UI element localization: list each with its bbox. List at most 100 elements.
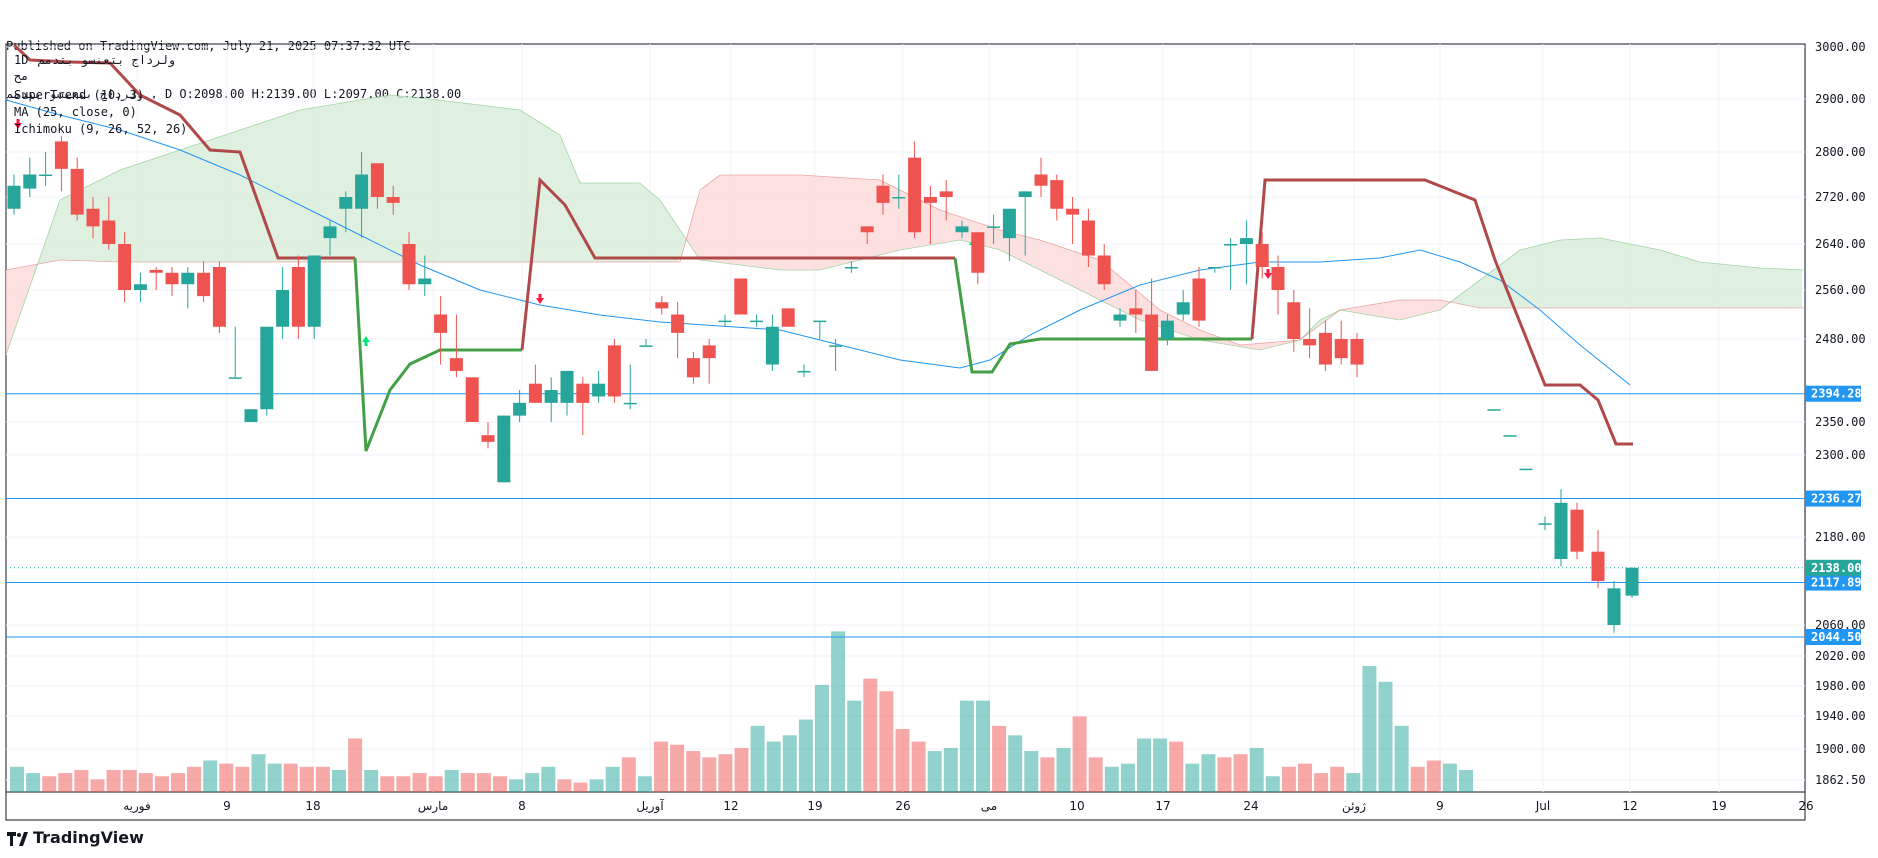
candle — [1066, 197, 1080, 244]
candle — [1002, 208, 1016, 262]
volume-bar — [605, 766, 620, 792]
volume-bar — [1410, 766, 1425, 792]
volume-bar — [380, 776, 395, 792]
time-tick-label: 19 — [1711, 799, 1726, 813]
volume-bar — [444, 769, 459, 792]
volume-bar — [1120, 763, 1135, 792]
candle-body — [876, 185, 890, 203]
tradingview-logo[interactable]: TradingView — [7, 828, 144, 847]
time-tick-label: 9 — [1436, 799, 1444, 813]
volume-bar — [1233, 754, 1248, 792]
candle — [671, 302, 685, 359]
candle — [797, 364, 811, 378]
candle-body — [718, 320, 732, 323]
candle — [1113, 308, 1127, 327]
candle-body — [1176, 302, 1190, 315]
candle-body — [323, 226, 337, 239]
candle-body — [370, 163, 384, 197]
candle-body — [987, 226, 1001, 228]
ma-line — [5, 99, 1631, 386]
candle — [750, 314, 764, 327]
volume-bar — [637, 776, 652, 792]
candle-body — [481, 435, 495, 442]
candle-body — [1350, 339, 1364, 365]
candle — [1081, 208, 1095, 267]
price-tick-label: 2020.00 — [1815, 649, 1866, 663]
candle-body — [70, 168, 84, 215]
candle-body — [465, 377, 479, 422]
candle-body — [260, 326, 274, 410]
price-tick-label: 2560.00 — [1815, 283, 1866, 297]
volume-bar — [1072, 716, 1087, 792]
volume-bar — [1298, 763, 1312, 792]
price-tick-label: 1980.00 — [1815, 679, 1866, 693]
volume-bar — [460, 773, 475, 792]
volume-bar — [90, 779, 105, 792]
volume-bar — [235, 766, 250, 792]
volume-bar — [1394, 725, 1409, 792]
candle-body — [797, 370, 811, 373]
supertrend-up-1 — [353, 257, 522, 452]
candle-body — [54, 141, 68, 169]
time-tick-label: Jul — [1535, 799, 1550, 813]
candle-body — [1519, 468, 1533, 471]
volume-bar — [734, 747, 749, 792]
candle — [844, 261, 858, 273]
senkou-span-a — [5, 94, 1806, 356]
candle-body — [702, 345, 716, 359]
time-tick-label: 26 — [1798, 799, 1813, 813]
candle-body — [765, 326, 779, 365]
candle — [465, 377, 479, 422]
volume-bar — [412, 773, 427, 792]
candle — [544, 377, 558, 422]
volume-bar — [798, 719, 813, 792]
candle — [1519, 468, 1533, 471]
candle-body — [1113, 314, 1127, 321]
candle — [813, 320, 827, 339]
candle — [939, 180, 953, 221]
time-tick-label: 12 — [1622, 799, 1637, 813]
cloud-bullish — [1450, 238, 1802, 308]
candle-body — [923, 197, 937, 203]
candle — [165, 267, 179, 297]
candle-body — [939, 191, 953, 197]
candle-body — [781, 308, 795, 327]
candle-body — [639, 345, 653, 347]
volume-bar — [1314, 773, 1329, 792]
candle-body — [971, 232, 985, 273]
candle-body — [197, 272, 211, 297]
volume-bar — [348, 738, 363, 792]
volume-bar — [815, 684, 829, 792]
candle — [686, 351, 700, 384]
volume-bar — [396, 776, 411, 792]
volume-bar — [1346, 773, 1361, 792]
candle — [1625, 567, 1639, 598]
candle-body — [1487, 409, 1501, 411]
price-line-label-bg — [1805, 490, 1861, 507]
volume-bar — [138, 773, 153, 792]
volume-bar — [476, 773, 491, 792]
candle-body — [1318, 332, 1332, 365]
candle-body — [813, 320, 827, 323]
candle-body — [576, 383, 590, 403]
price-line-label: 2394.28 — [1811, 387, 1862, 401]
candle — [386, 185, 400, 215]
volume-bar — [654, 741, 668, 792]
candle — [418, 255, 432, 297]
candle — [908, 141, 922, 239]
price-tick-label: 2900.00 — [1815, 92, 1866, 106]
candle — [228, 326, 242, 379]
candle — [1554, 489, 1568, 567]
time-tick-label: 26 — [895, 799, 910, 813]
candle — [133, 272, 147, 303]
volume-bar — [58, 773, 73, 792]
candle — [1097, 244, 1111, 290]
supertrend-sell-arrow — [536, 294, 544, 304]
volume-bar — [573, 782, 588, 792]
legend-ichimoku: Ichimoku (9, 26, 52, 26) — [14, 122, 187, 136]
supertrend-sell-arrow — [1264, 269, 1272, 279]
candle — [1350, 332, 1364, 378]
volume-bar — [1153, 738, 1168, 792]
candle — [1224, 238, 1238, 290]
